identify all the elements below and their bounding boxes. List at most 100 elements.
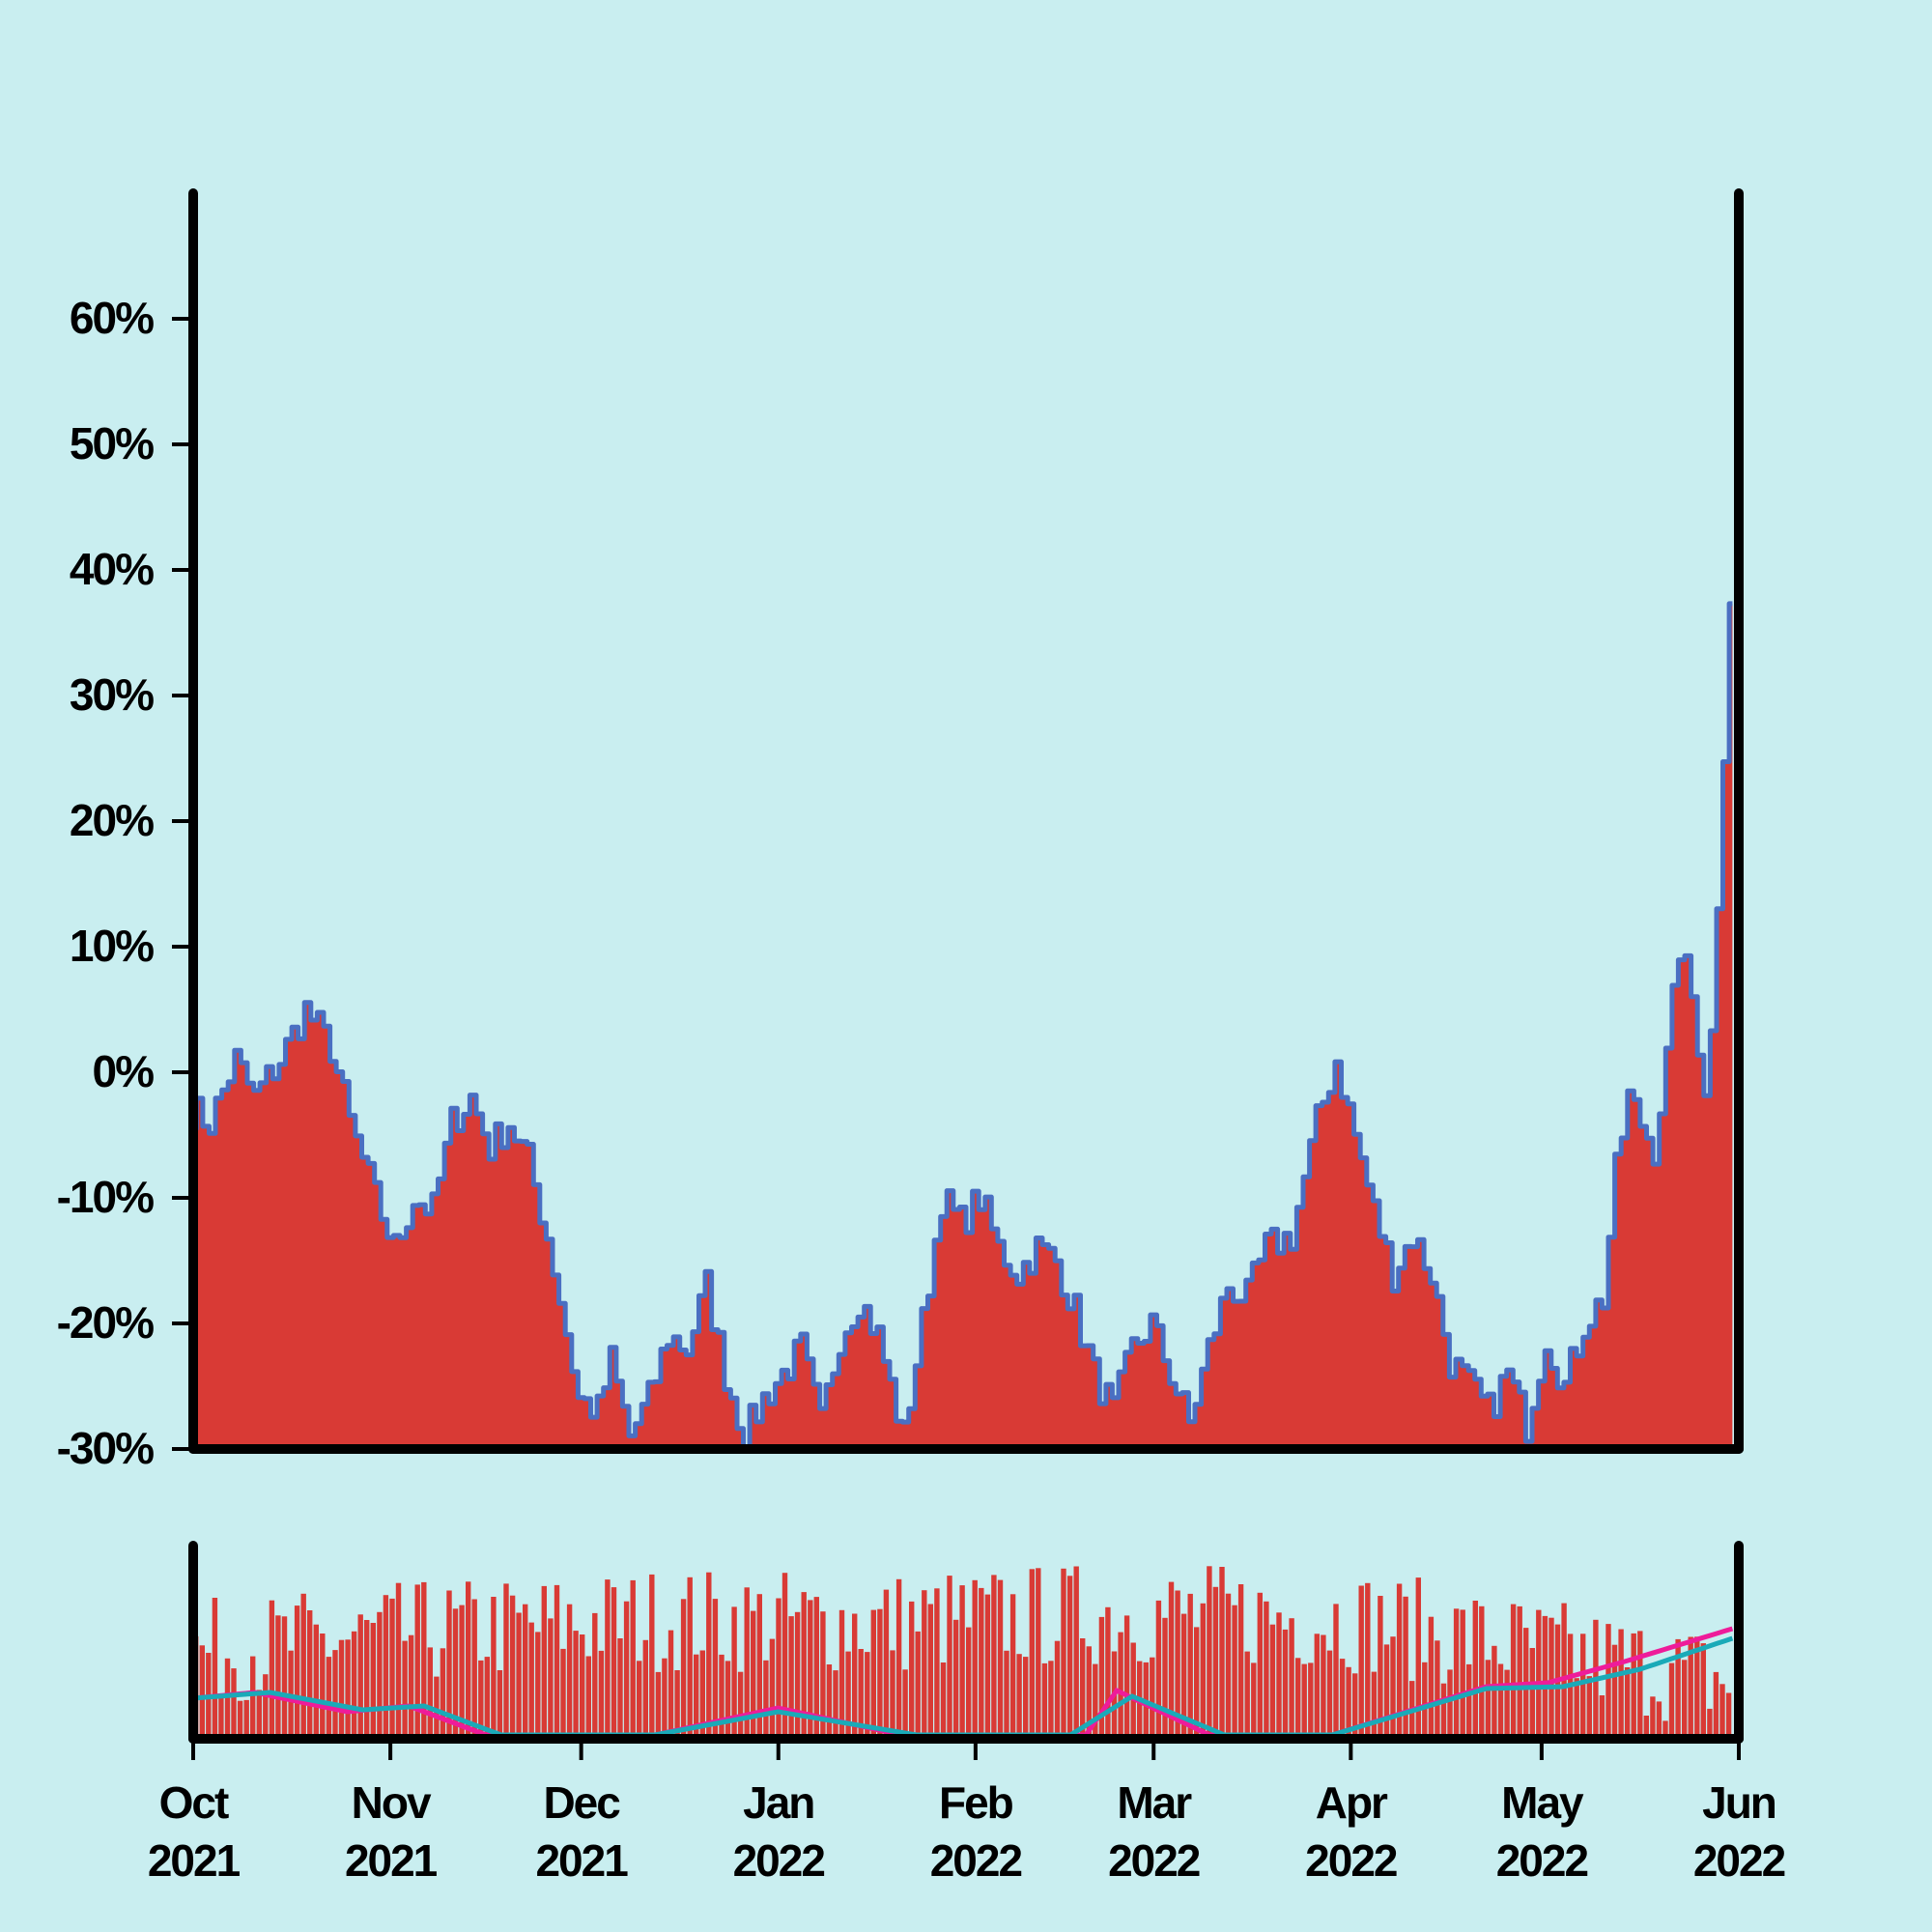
volume-bar — [966, 1627, 972, 1739]
y-tick-label: 40% — [70, 544, 154, 594]
volume-bar — [237, 1700, 243, 1739]
volume-bar — [1365, 1582, 1371, 1739]
volume-bar — [1061, 1568, 1066, 1739]
volume-bar — [497, 1670, 503, 1739]
volume-bar — [263, 1674, 269, 1739]
volume-bar — [269, 1600, 275, 1739]
volume-bar — [1517, 1605, 1522, 1739]
volume-bar — [1009, 1594, 1016, 1739]
x-tick-month-label: Mar — [1117, 1777, 1192, 1828]
x-tick-year-label: 2022 — [1108, 1835, 1200, 1886]
volume-bar — [1428, 1616, 1435, 1739]
volume-bar — [1314, 1634, 1320, 1739]
volume-bar — [838, 1609, 845, 1739]
volume-bar — [320, 1634, 326, 1739]
volume-bar — [813, 1597, 819, 1739]
volume-bar — [573, 1631, 579, 1739]
volume-bar — [680, 1599, 687, 1739]
volume-bar — [687, 1577, 693, 1739]
volume-bar — [446, 1590, 452, 1739]
x-axis-ticks: Oct 2021 Nov 2021 Dec 2021 Jan 2022 Feb 2022 Mar 20… — [148, 1739, 1787, 1886]
volume-bar — [1029, 1569, 1035, 1739]
y-tick-label: -30% — [57, 1423, 154, 1473]
volume-bar — [491, 1597, 497, 1739]
volume-bar — [294, 1605, 300, 1739]
volume-bar — [1668, 1662, 1675, 1739]
volume-bar — [1187, 1593, 1193, 1739]
volume-bar — [1466, 1663, 1472, 1739]
volume-bar — [845, 1651, 851, 1739]
volume-bar — [699, 1650, 705, 1739]
volume-bar — [1264, 1601, 1269, 1739]
volume-bar — [395, 1582, 402, 1739]
volume-bar — [478, 1660, 484, 1739]
volume-bar — [1098, 1616, 1105, 1739]
volume-bar — [934, 1588, 940, 1739]
volume-bar — [895, 1578, 902, 1739]
volume-bar — [883, 1589, 890, 1739]
volume-bar — [1162, 1617, 1168, 1739]
volume-bar — [668, 1630, 674, 1739]
volume-bar — [541, 1585, 547, 1739]
y-tick-label: 60% — [70, 293, 154, 343]
x-tick-month-label: Oct — [159, 1777, 229, 1828]
volume-bar — [1643, 1716, 1649, 1739]
volume-bar — [389, 1598, 395, 1739]
volume-bar — [1282, 1629, 1289, 1739]
volume-bar — [466, 1581, 471, 1739]
volume-panel — [188, 1541, 1744, 1744]
volume-bar — [1333, 1604, 1339, 1739]
main-panel: 60% 50% 40% 30% 20% 10% 0% -10% -20% -30% — [57, 188, 1744, 1473]
volume-bar — [1352, 1673, 1358, 1739]
volume-bar — [218, 1694, 224, 1739]
volume-bar — [1618, 1629, 1624, 1739]
volume-bar — [1479, 1605, 1485, 1739]
x-tick-month-label: Apr — [1316, 1777, 1388, 1828]
volume-bar — [503, 1583, 509, 1739]
y-tick-label: 20% — [70, 795, 154, 845]
volume-bar — [408, 1634, 414, 1739]
volume-bar — [1725, 1692, 1732, 1739]
volume-bar — [1289, 1618, 1294, 1739]
volume-bar — [452, 1608, 459, 1739]
volume-bar — [1422, 1662, 1428, 1739]
y-tick-label: 0% — [93, 1046, 155, 1096]
volume-bar — [1339, 1659, 1346, 1739]
volume-bar — [300, 1593, 306, 1739]
volume-bar — [1225, 1593, 1232, 1739]
volume-bar — [231, 1668, 237, 1739]
volume-bar — [1295, 1658, 1301, 1739]
volume-bar — [611, 1587, 617, 1739]
volume-bar — [332, 1650, 338, 1739]
price-line — [193, 601, 1733, 1452]
x-tick-year-label: 2021 — [148, 1835, 241, 1886]
x-tick-year-label: 2022 — [930, 1835, 1022, 1886]
volume-bar — [1580, 1634, 1586, 1739]
volume-bar — [357, 1614, 363, 1739]
volume-bar — [1694, 1636, 1700, 1739]
volume-bar — [1041, 1662, 1048, 1739]
y-tick-label: 10% — [70, 921, 154, 971]
volume-bar — [1175, 1590, 1180, 1739]
volume-bar — [1415, 1577, 1421, 1739]
volume-bar — [554, 1584, 560, 1739]
volume-bar — [1118, 1632, 1123, 1739]
volume-bar — [1383, 1644, 1390, 1739]
volume-bar — [440, 1648, 446, 1739]
volume-bar — [516, 1612, 522, 1739]
volume-bar — [712, 1599, 719, 1739]
volume-bar — [1624, 1667, 1631, 1739]
x-tick-month-label: Dec — [543, 1777, 620, 1828]
x-tick-year-label: 2021 — [345, 1835, 438, 1886]
volume-bar — [592, 1612, 598, 1739]
volume-bar — [1631, 1633, 1636, 1739]
volume-bar — [1004, 1650, 1009, 1739]
volume-bar — [421, 1581, 427, 1739]
volume-bar — [744, 1587, 750, 1739]
volume-bar — [243, 1699, 249, 1739]
volume-bar — [674, 1670, 680, 1739]
volume-bar — [1212, 1586, 1219, 1739]
volume-bar — [1276, 1612, 1282, 1739]
volume-bar — [947, 1576, 952, 1739]
